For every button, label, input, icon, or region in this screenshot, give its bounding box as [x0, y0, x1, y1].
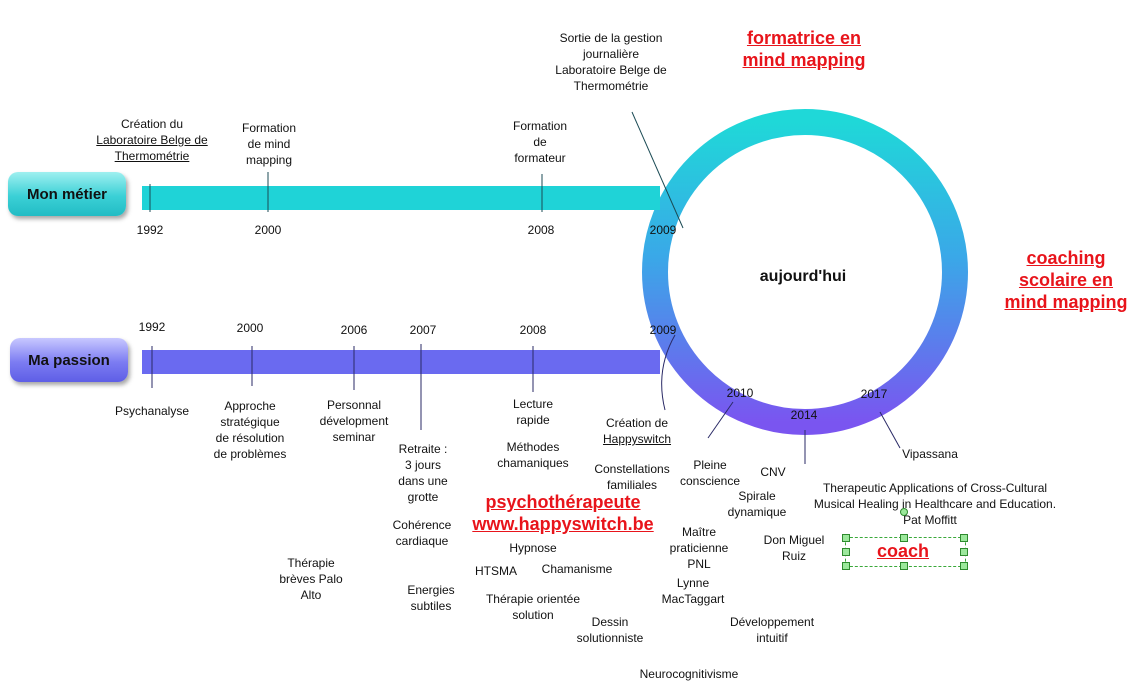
- event-personnal-development: Personnal dévelopment seminar: [319, 398, 389, 444]
- event-maitre-pnl: Maître praticienne PNL: [669, 525, 729, 571]
- event-retraite: Retraite : 3 jours dans une grotte: [398, 442, 448, 504]
- passion-ticks: [151, 334, 901, 464]
- event-don-miguel-ruiz: Don Miguel Ruiz: [763, 533, 825, 563]
- event-cnv: CNV: [760, 465, 786, 479]
- resize-handle[interactable]: [842, 562, 850, 570]
- row-label-metier: Mon métier: [8, 172, 126, 216]
- resize-handle[interactable]: [842, 534, 850, 542]
- resize-handle[interactable]: [900, 534, 908, 542]
- year-label: 1992: [136, 223, 164, 237]
- resize-handle[interactable]: [960, 534, 968, 542]
- row-label-passion: Ma passion: [10, 338, 128, 382]
- year-label: 2008: [519, 323, 547, 337]
- event-developpement-intuitif: Développement intuitif: [729, 615, 815, 645]
- year-label: 2014: [790, 408, 818, 422]
- event-hypnose: Hypnose: [509, 541, 557, 555]
- resize-handle[interactable]: [842, 548, 850, 556]
- year-label: 2009: [649, 323, 677, 337]
- year-label: 2010: [726, 386, 754, 400]
- event-lynne-mactaggart: Lynne MacTaggart: [661, 576, 725, 606]
- event-lecture-rapide: Lecture rapide: [512, 397, 554, 427]
- aujourdhui-ring: [642, 109, 968, 435]
- event-sortie-gestion: Sortie de la gestion journalière Laborat…: [555, 31, 667, 93]
- event-therapie-breves: Thérapie brèves Palo Alto: [279, 556, 343, 602]
- metier-bar: [142, 186, 660, 210]
- event-pat-moffitt: Pat Moffitt: [903, 513, 957, 527]
- event-chamanisme: Chamanisme: [541, 562, 613, 576]
- highlight-coaching-scolaire: coaching scolaire en mind mapping: [1004, 248, 1128, 312]
- event-dessin-solutionniste: Dessin solutionniste: [576, 615, 644, 645]
- event-methodes-chamaniques: Méthodes chamaniques: [497, 440, 569, 470]
- event-energies-subtiles: Energies subtiles: [407, 583, 455, 613]
- rotate-handle[interactable]: [900, 508, 908, 516]
- event-pleine-conscience: Pleine conscience: [679, 458, 741, 488]
- year-label: 2008: [527, 223, 555, 237]
- highlight-psychotherapeute: psychothérapeute www.happyswitch.be: [472, 492, 654, 534]
- event-therapie-orientee-solution: Thérapie orientée solution: [485, 592, 581, 622]
- event-therapeutic-applications: Therapeutic Applications of Cross-Cultur…: [813, 481, 1057, 511]
- event-creation-happyswitch: Création de Happyswitch: [602, 416, 672, 446]
- year-label: 2006: [340, 323, 368, 337]
- center-label: aujourd'hui: [759, 268, 847, 285]
- event-spirale-dynamique: Spirale dynamique: [727, 489, 787, 519]
- resize-handle[interactable]: [960, 548, 968, 556]
- event-psychanalyse: Psychanalyse: [114, 404, 190, 418]
- resize-handle[interactable]: [900, 562, 908, 570]
- event-formation-formateur: Formation de formateur: [512, 119, 568, 165]
- resize-handle[interactable]: [960, 562, 968, 570]
- event-creation-lbt: Création du Laboratoire Belge de Thermom…: [96, 117, 208, 163]
- highlight-formatrice: formatrice en mind mapping: [742, 28, 866, 70]
- year-label: 2009: [649, 223, 677, 237]
- event-neurocognitivisme: Neurocognitivisme: [639, 667, 739, 681]
- year-label: 2007: [409, 323, 437, 337]
- event-vipassana: Vipassana: [902, 447, 958, 461]
- metier-ticks: [149, 111, 684, 229]
- year-label: 2017: [860, 387, 888, 401]
- event-htsma: HTSMA: [475, 564, 517, 578]
- event-approche-strategique: Approche stratégique de résolution de pr…: [213, 399, 287, 461]
- year-label: 2000: [236, 321, 264, 335]
- year-label: 2000: [254, 223, 282, 237]
- year-label: 1992: [138, 320, 166, 334]
- event-constellations-familiales: Constellations familiales: [594, 462, 670, 492]
- passion-bar: [142, 350, 660, 374]
- event-formation-mind-mapping: Formation de mind mapping: [241, 121, 297, 167]
- event-coherence-cardiaque: Cohérence cardiaque: [392, 518, 452, 548]
- highlight-coach[interactable]: coach: [876, 541, 930, 561]
